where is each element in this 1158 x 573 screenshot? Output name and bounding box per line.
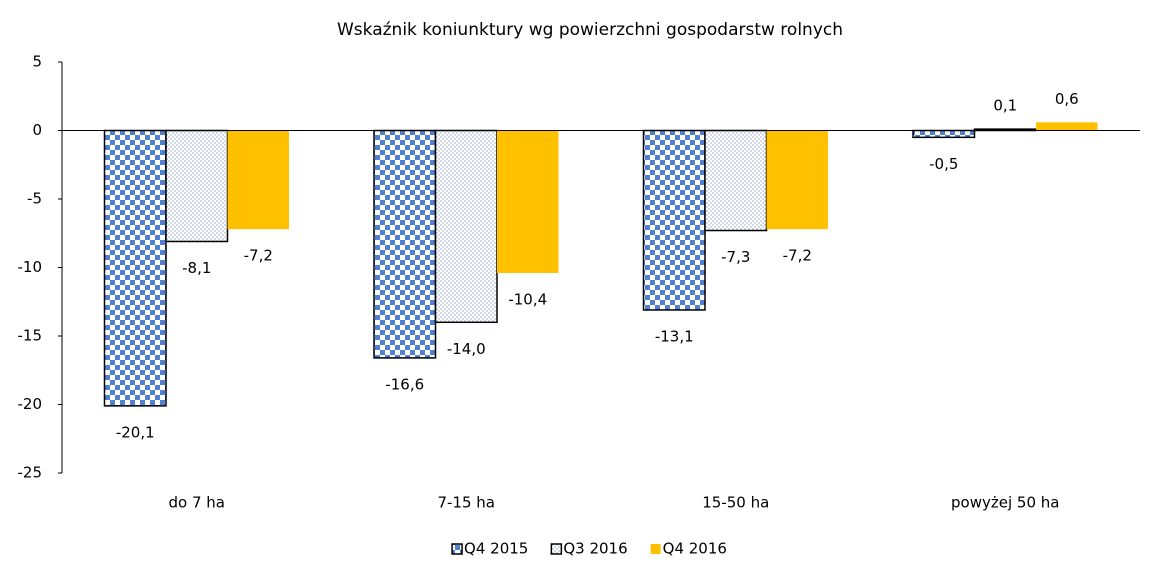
bar	[373, 129, 437, 359]
chart-title: Wskaźnik koniunktury wg powierzchni gosp…	[337, 20, 843, 40]
bar	[704, 129, 768, 232]
x-tick-label: 15-50 ha	[702, 494, 769, 512]
x-tick-label: 7-15 ha	[437, 494, 495, 512]
legend-marker	[650, 544, 661, 554]
value-label: -10,4	[508, 290, 547, 308]
bar	[1036, 122, 1098, 131]
bar	[497, 130, 559, 273]
bar	[165, 129, 229, 243]
bar	[766, 130, 828, 230]
value-label: -20,1	[116, 423, 155, 441]
value-label: -16,6	[385, 375, 424, 393]
bar	[227, 130, 289, 230]
legend-marker	[451, 543, 463, 555]
y-tick-label: -5	[27, 190, 42, 208]
y-tick-label: 5	[32, 53, 42, 71]
y-tick-label: -20	[18, 395, 43, 413]
bar	[912, 129, 976, 139]
value-label: -8,1	[182, 259, 211, 277]
legend-label: Q4 2016	[663, 540, 727, 558]
legend-marker	[550, 543, 563, 555]
value-label: -13,1	[655, 327, 694, 345]
value-label: -14,0	[447, 340, 486, 358]
x-tick-label: do 7 ha	[169, 494, 225, 512]
value-label: 0,6	[1055, 90, 1079, 108]
value-label: 0,1	[993, 97, 1017, 115]
value-label: -7,3	[721, 248, 750, 266]
value-label: -0,5	[929, 155, 958, 173]
y-tick-label: -25	[18, 464, 43, 482]
y-tick-label: 0	[32, 121, 42, 139]
bar	[434, 129, 498, 324]
y-tick-label: -15	[18, 327, 43, 345]
bar	[642, 129, 706, 311]
y-tick-label: -10	[18, 258, 43, 276]
value-label: -7,2	[783, 247, 812, 265]
legend-label: Q4 2015	[464, 540, 528, 558]
bar	[103, 129, 167, 407]
legend-label: Q3 2016	[563, 540, 627, 558]
x-tick-label: powyżej 50 ha	[951, 494, 1059, 512]
value-label: -7,2	[244, 247, 273, 265]
